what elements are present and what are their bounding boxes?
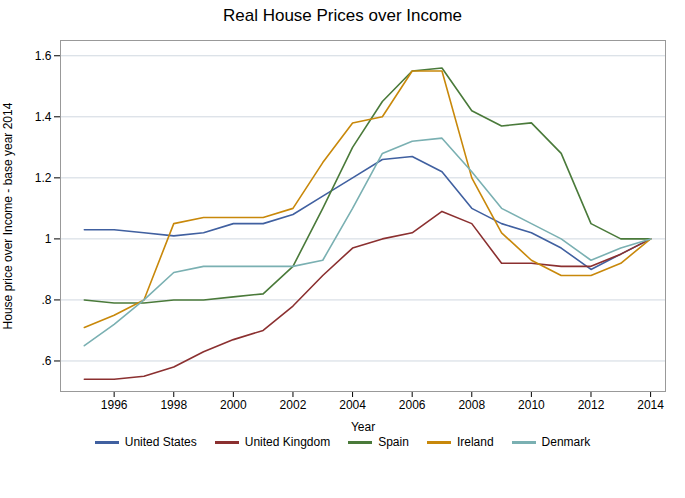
html-text:United Kingdom: United Kingdom xyxy=(244,435,331,449)
svg-text:2014: 2014 xyxy=(637,398,664,412)
svg-text:.6: .6 xyxy=(41,354,51,368)
svg-text:House price over Income - base: House price over Income - base year 2014 xyxy=(1,102,15,329)
html-text:Ireland: Ireland xyxy=(456,435,494,449)
svg-text:2010: 2010 xyxy=(518,398,545,412)
svg-text:2002: 2002 xyxy=(280,398,307,412)
svg-text:1998: 1998 xyxy=(160,398,187,412)
html-text:Real House Prices over Income: Real House Prices over Income xyxy=(223,6,462,25)
svg-text:2012: 2012 xyxy=(578,398,605,412)
svg-text:1.6: 1.6 xyxy=(35,49,52,63)
html-text:United States: United States xyxy=(124,435,197,449)
svg-text:2000: 2000 xyxy=(220,398,247,412)
svg-text:Year: Year xyxy=(351,420,375,434)
html-text:Spain: Spain xyxy=(378,435,409,449)
svg-text:1.2: 1.2 xyxy=(35,171,52,185)
svg-text:1: 1 xyxy=(45,232,52,246)
svg-text:1.4: 1.4 xyxy=(35,110,52,124)
svg-text:2008: 2008 xyxy=(458,398,485,412)
svg-text:.8: .8 xyxy=(41,293,51,307)
html-text:Denmark: Denmark xyxy=(541,435,591,449)
svg-text:2006: 2006 xyxy=(399,398,426,412)
svg-text:2004: 2004 xyxy=(339,398,366,412)
svg-text:1996: 1996 xyxy=(101,398,128,412)
